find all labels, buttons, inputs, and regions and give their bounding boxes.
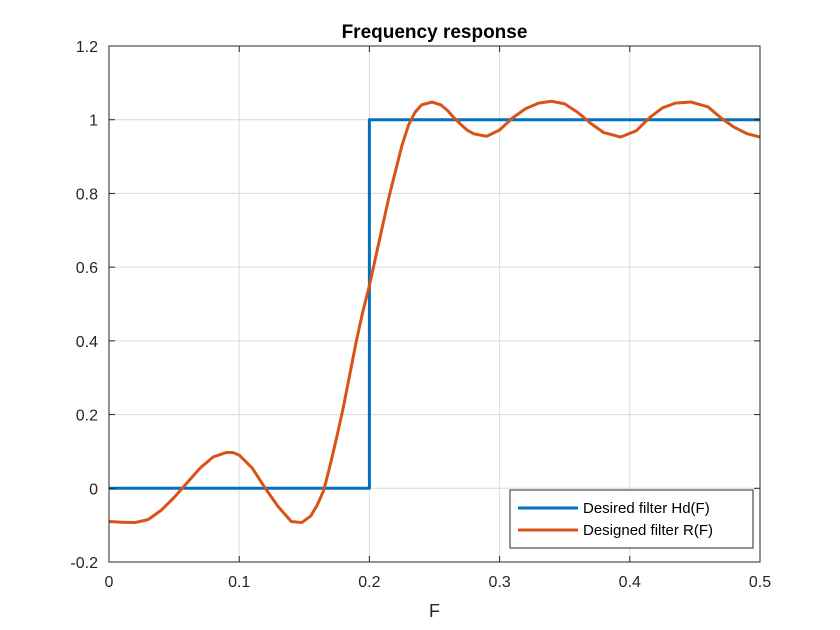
axis-ticks: 0 0.1 0.2 0.3 0.4 0.5 -0.2 0 0.2 0.4 0.6 0.8 1 1.2 — [70, 39, 771, 591]
legend-label-2: Designed filter R(F) — [583, 522, 713, 539]
legend-box — [509, 489, 754, 549]
legend: Desired filter Hd(F) Designed filter R(F) — [509, 489, 754, 549]
series-line-1 — [109, 118, 760, 490]
x-axis-label: F — [429, 601, 440, 621]
series-layer — [108, 99, 761, 525]
x-tick-label: 0.1 — [228, 574, 250, 591]
y-tick-label: 0.4 — [76, 334, 98, 351]
y-tick-label: 0.8 — [76, 186, 98, 203]
chart-title: Frequency response — [342, 22, 528, 43]
x-tick-label: 0.4 — [619, 574, 641, 591]
x-tick-label: 0.2 — [358, 574, 380, 591]
x-tick-label: 0.3 — [488, 574, 510, 591]
y-tick-label: 0.2 — [76, 408, 98, 425]
y-tick-label: 0 — [89, 481, 98, 498]
series-line-2 — [108, 99, 761, 525]
axes-box — [108, 45, 761, 563]
y-tick-label: 1.2 — [76, 39, 98, 56]
y-tick-label: 1 — [89, 113, 98, 130]
legend-label-1: Desired filter Hd(F) — [583, 500, 710, 517]
x-tick-label: 0 — [105, 574, 114, 591]
plot-area — [109, 46, 760, 562]
y-tick-label: 0.6 — [76, 260, 98, 277]
x-tick-label: 0.5 — [749, 574, 771, 591]
y-tick-label: -0.2 — [70, 555, 98, 572]
